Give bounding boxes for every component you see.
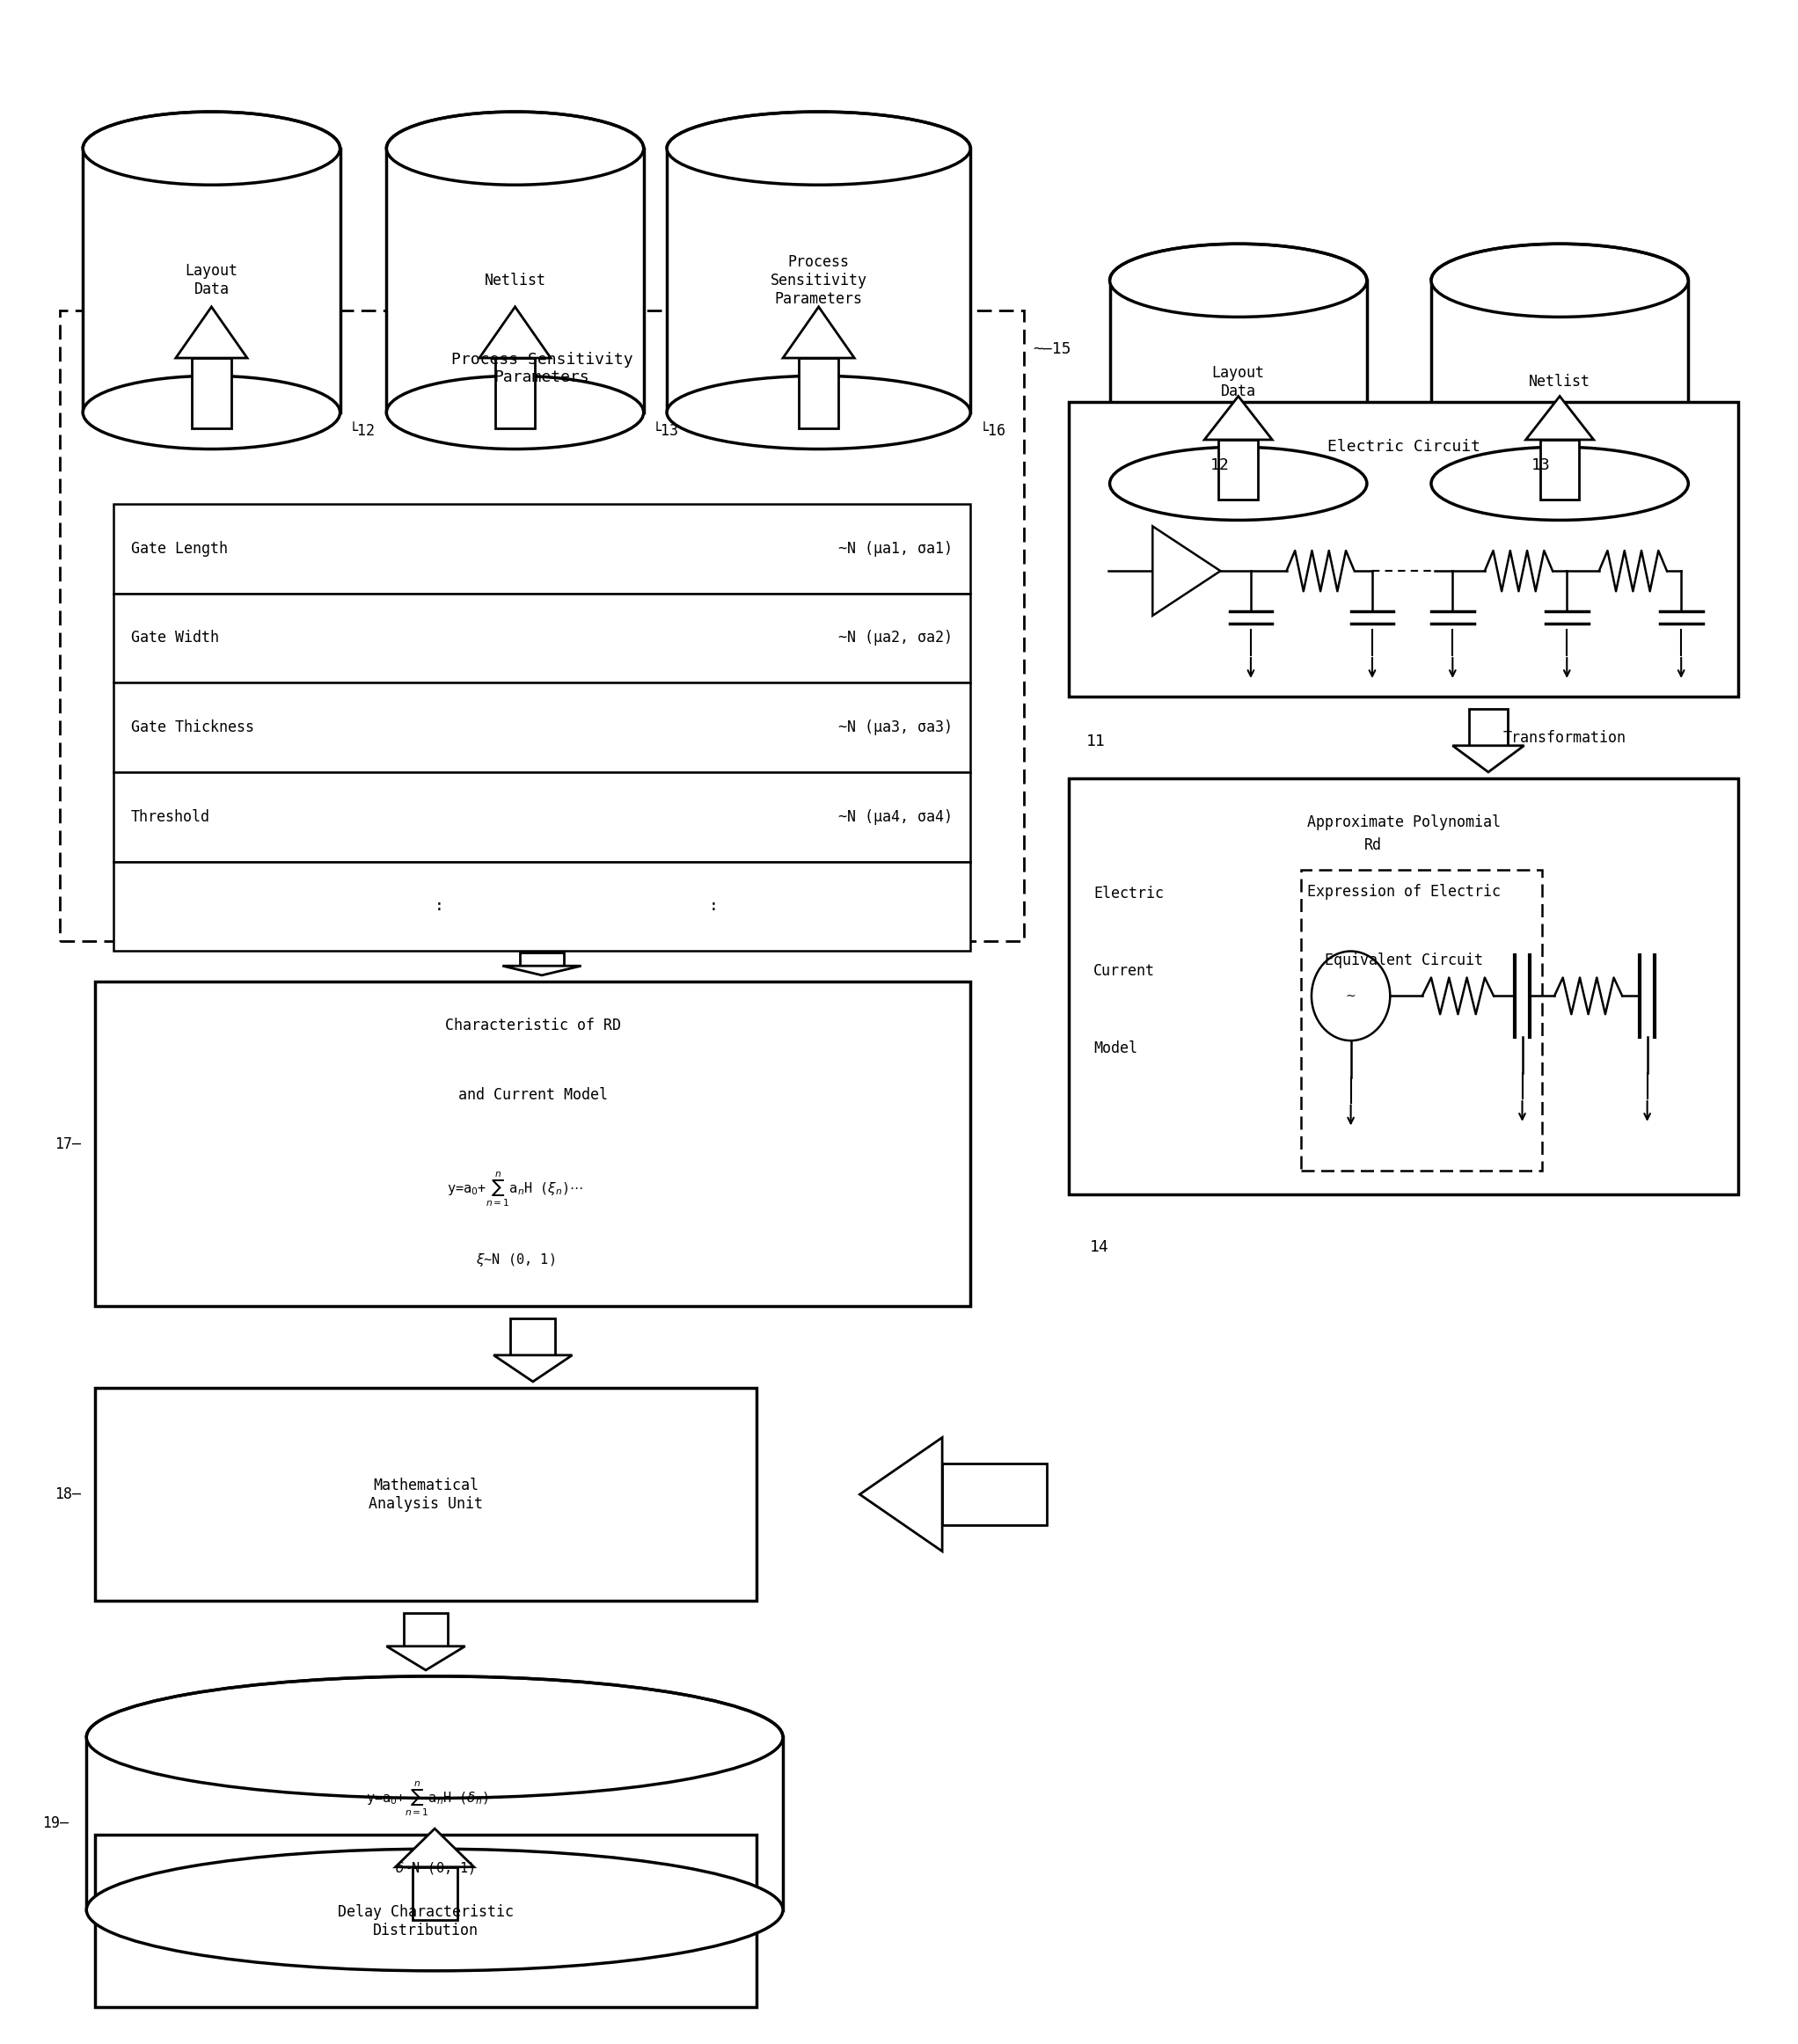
FancyBboxPatch shape <box>1068 403 1739 697</box>
FancyBboxPatch shape <box>113 683 971 773</box>
Polygon shape <box>83 149 340 413</box>
Polygon shape <box>86 1737 782 1909</box>
Text: └16: └16 <box>980 423 1005 439</box>
Text: Mathematical
Analysis Unit: Mathematical Analysis Unit <box>369 1478 484 1511</box>
Text: Electric Circuit: Electric Circuit <box>1327 439 1480 454</box>
Text: y=a$_0$+$\sum_{n=1}^{n}$a$_n$H ($\delta_n$)$\cdots$: y=a$_0$+$\sum_{n=1}^{n}$a$_n$H ($\delta_… <box>367 1780 503 1819</box>
Text: └13: └13 <box>653 423 680 439</box>
Text: 17—: 17— <box>54 1136 81 1153</box>
Polygon shape <box>412 1866 457 1919</box>
Text: Netlist: Netlist <box>484 272 547 288</box>
Text: Netlist: Netlist <box>1528 374 1591 390</box>
Polygon shape <box>782 307 854 358</box>
Text: $\xi$~N (0, 1): $\xi$~N (0, 1) <box>475 1251 554 1269</box>
Polygon shape <box>1469 709 1509 746</box>
FancyBboxPatch shape <box>95 981 971 1306</box>
Ellipse shape <box>387 112 644 184</box>
Text: y=a$_0$+$\sum_{n=1}^{n}$a$_n$H ($\xi_n$)$\cdots$: y=a$_0$+$\sum_{n=1}^{n}$a$_n$H ($\xi_n$)… <box>446 1171 583 1208</box>
Polygon shape <box>1541 439 1579 501</box>
Text: Characteristic of RD: Characteristic of RD <box>444 1018 620 1034</box>
Text: Gate Thickness: Gate Thickness <box>131 719 254 736</box>
Ellipse shape <box>1109 448 1366 519</box>
Polygon shape <box>1205 397 1273 439</box>
Text: Model: Model <box>1093 1040 1138 1057</box>
Ellipse shape <box>667 112 971 184</box>
Polygon shape <box>1219 439 1259 501</box>
Text: ~N (μa1, σa1): ~N (μa1, σa1) <box>838 542 953 556</box>
Ellipse shape <box>1109 243 1366 317</box>
Text: Current: Current <box>1093 963 1156 979</box>
Polygon shape <box>1453 746 1525 773</box>
FancyBboxPatch shape <box>113 773 971 861</box>
Text: └12: └12 <box>349 423 376 439</box>
Text: 12: 12 <box>1210 458 1230 474</box>
Ellipse shape <box>667 376 971 450</box>
Text: ~N (μa3, σa3): ~N (μa3, σa3) <box>838 719 953 736</box>
FancyBboxPatch shape <box>95 1836 757 2007</box>
Polygon shape <box>798 358 838 429</box>
Text: Gate Width: Gate Width <box>131 630 219 646</box>
Text: 13: 13 <box>1532 458 1552 474</box>
Polygon shape <box>387 1645 466 1670</box>
FancyBboxPatch shape <box>113 505 971 593</box>
Polygon shape <box>480 307 550 358</box>
Polygon shape <box>1109 280 1366 484</box>
Text: 11: 11 <box>1086 734 1106 750</box>
Polygon shape <box>942 1464 1046 1525</box>
Polygon shape <box>387 149 644 413</box>
Text: :: : <box>433 897 444 914</box>
Circle shape <box>1311 950 1390 1040</box>
Text: 18—: 18— <box>54 1486 81 1502</box>
Polygon shape <box>496 358 534 429</box>
Text: $\delta$~N (0, 1): $\delta$~N (0, 1) <box>396 1860 475 1876</box>
Polygon shape <box>1527 397 1593 439</box>
Text: :: : <box>708 897 717 914</box>
Polygon shape <box>859 1437 942 1551</box>
Polygon shape <box>1153 525 1221 615</box>
Text: Threshold: Threshold <box>131 809 210 824</box>
Polygon shape <box>403 1613 448 1645</box>
Ellipse shape <box>83 376 340 450</box>
FancyBboxPatch shape <box>95 1388 757 1600</box>
Text: Electric: Electric <box>1093 887 1163 901</box>
Text: ~N (μa2, σa2): ~N (μa2, σa2) <box>838 630 953 646</box>
Polygon shape <box>503 967 581 975</box>
Text: Layout
Data: Layout Data <box>1212 366 1264 399</box>
Text: Process
Sensitivity
Parameters: Process Sensitivity Parameters <box>770 253 867 307</box>
Ellipse shape <box>83 112 340 184</box>
Text: Expression of Electric: Expression of Electric <box>1307 883 1500 899</box>
Text: Gate Length: Gate Length <box>131 542 228 556</box>
Polygon shape <box>1431 280 1688 484</box>
Text: ~N (μa4, σa4): ~N (μa4, σa4) <box>838 809 953 824</box>
Polygon shape <box>192 358 232 429</box>
Text: 19—: 19— <box>41 1815 68 1831</box>
FancyBboxPatch shape <box>113 593 971 683</box>
Text: Rd: Rd <box>1365 838 1383 852</box>
Text: Process Sensitivity
Parameters: Process Sensitivity Parameters <box>451 352 633 386</box>
FancyBboxPatch shape <box>1300 869 1543 1171</box>
Text: and Current Model: and Current Model <box>458 1087 608 1104</box>
Text: Transformation: Transformation <box>1503 730 1625 746</box>
Ellipse shape <box>1431 243 1688 317</box>
Text: ~—15: ~—15 <box>1032 341 1072 358</box>
Text: Approximate Polynomial: Approximate Polynomial <box>1307 816 1500 830</box>
Ellipse shape <box>86 1850 782 1970</box>
Text: Layout
Data: Layout Data <box>185 264 237 298</box>
Ellipse shape <box>1431 448 1688 519</box>
FancyBboxPatch shape <box>59 311 1025 940</box>
Polygon shape <box>494 1355 572 1382</box>
Text: ~: ~ <box>1345 989 1356 1002</box>
Text: 14: 14 <box>1090 1239 1109 1255</box>
Polygon shape <box>667 149 971 413</box>
Text: Delay Characteristic
Distribution: Delay Characteristic Distribution <box>338 1905 514 1938</box>
Text: Equivalent Circuit: Equivalent Circuit <box>1325 953 1483 969</box>
Polygon shape <box>520 953 565 967</box>
FancyBboxPatch shape <box>113 861 971 950</box>
Polygon shape <box>176 307 246 358</box>
Polygon shape <box>511 1318 556 1355</box>
Ellipse shape <box>86 1676 782 1799</box>
FancyBboxPatch shape <box>1068 779 1739 1194</box>
Polygon shape <box>396 1829 475 1866</box>
Ellipse shape <box>387 376 644 450</box>
